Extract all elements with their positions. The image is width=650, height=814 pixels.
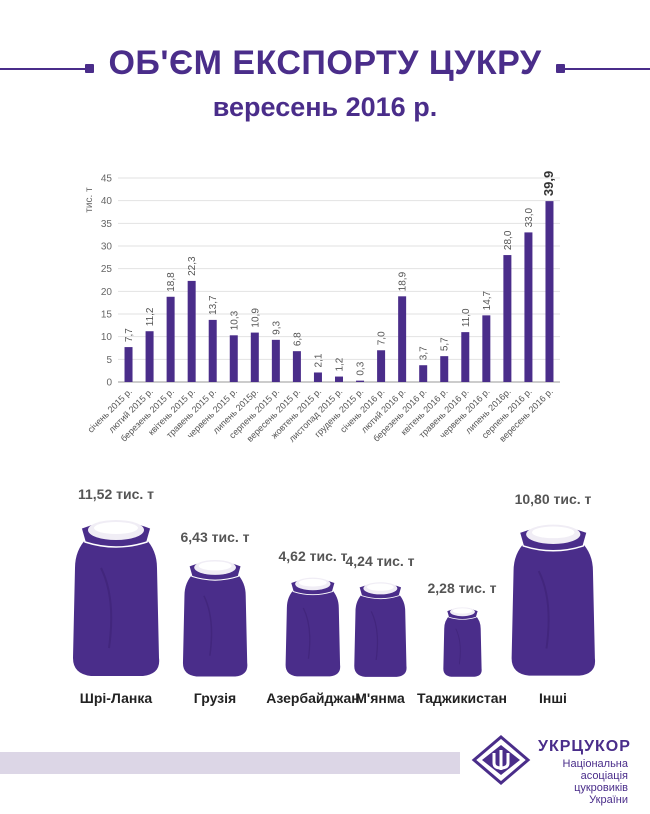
bar — [250, 332, 259, 382]
y-tick-label: 20 — [101, 287, 113, 298]
value-label: 11,2 — [145, 307, 156, 326]
sugar-bag-5 — [438, 602, 487, 678]
country-label: Шрі-Ланка — [79, 690, 153, 706]
sugar-bag-4 — [347, 575, 414, 678]
value-label: 7,7 — [124, 328, 135, 342]
export-amount-label: 11,52 тис. т — [77, 486, 155, 502]
value-label: 39,9 — [541, 171, 556, 196]
bar — [229, 335, 238, 382]
y-axis-label: тис. т — [84, 187, 95, 213]
org-description: Національна асоціація цукровиків України — [530, 758, 628, 806]
export-amount-label: 4,62 тис. т — [278, 548, 348, 565]
bar — [461, 332, 470, 382]
y-tick-label: 15 — [101, 310, 113, 321]
ukrtsukor-logo-icon — [471, 735, 531, 785]
sugar-bag-icon — [73, 520, 160, 676]
country-label: Інші — [539, 690, 567, 706]
sugar-bag-icon — [511, 525, 595, 677]
page-title: ОБ'ЄМ ЕКСПОРТУ ЦУКРУ — [108, 44, 542, 82]
bar — [377, 350, 386, 382]
value-label: 13,7 — [208, 295, 219, 315]
org-desc-line-1: Національна — [562, 758, 628, 770]
sugar-bag-1 — [61, 508, 171, 678]
country-label: Грузія — [193, 690, 237, 706]
header-dot-right — [556, 64, 565, 73]
sugar-bag-icon — [182, 559, 248, 677]
sugar-bag-icon — [442, 607, 482, 678]
y-tick-label: 30 — [101, 242, 113, 253]
value-label: 5,7 — [440, 337, 451, 351]
y-tick-label: 10 — [101, 332, 113, 343]
bar — [187, 280, 196, 382]
org-name: УКРЦУКОР — [538, 738, 631, 755]
value-label: 10,9 — [250, 308, 261, 328]
export-amount-label: 10,80 тис. т — [514, 491, 592, 508]
bar — [524, 232, 533, 382]
y-tick-label: 0 — [106, 378, 112, 389]
page-subtitle: вересень 2016 р. — [212, 92, 438, 122]
y-tick-label: 5 — [106, 355, 112, 366]
country-label: М'янма — [355, 690, 405, 706]
bar — [124, 347, 133, 382]
sugar-bag-2 — [174, 551, 256, 678]
value-label: 9,3 — [271, 321, 282, 335]
country-label: Азербайджан — [266, 690, 360, 706]
y-tick-label: 35 — [101, 219, 113, 230]
value-label: 10,3 — [229, 310, 240, 330]
value-label: 7,0 — [377, 331, 388, 345]
header-dot-left — [85, 64, 94, 73]
sugar-bag-icon — [285, 577, 341, 677]
bar — [208, 319, 217, 382]
bar — [440, 356, 449, 382]
org-desc-line-2: асоціація цукровиків — [574, 770, 628, 794]
export-amount-label: 2,28 тис. т — [427, 580, 497, 597]
export-amount-label: 6,43 тис. т — [180, 528, 250, 545]
bar — [503, 255, 512, 382]
bar — [292, 351, 301, 382]
header-line-right — [565, 68, 650, 70]
value-label: 33,0 — [524, 207, 535, 227]
y-tick-label: 40 — [101, 196, 113, 207]
bar — [545, 201, 554, 382]
value-label: 6,8 — [292, 332, 303, 346]
value-label: 18,8 — [166, 272, 177, 292]
value-label: 22,3 — [187, 256, 198, 276]
value-label: 28,0 — [503, 230, 514, 250]
footer-band — [0, 752, 460, 774]
bar — [313, 372, 322, 382]
bar — [166, 296, 175, 382]
header-line-left — [0, 68, 85, 70]
bar — [271, 339, 280, 382]
sugar-bag-6 — [500, 513, 607, 678]
value-label: 0,3 — [356, 361, 367, 375]
value-label: 3,7 — [419, 346, 430, 360]
bar — [356, 380, 365, 382]
value-label: 14,7 — [482, 290, 493, 310]
org-desc-line-3: України — [589, 794, 628, 806]
bar — [398, 296, 407, 382]
sugar-bag-icon — [353, 582, 407, 677]
bar — [482, 315, 491, 382]
sugar-bag-3 — [278, 570, 348, 678]
value-label: 2,1 — [313, 353, 324, 367]
value-label: 1,2 — [335, 357, 346, 371]
export-amount-label: 4,24 тис. т — [345, 552, 415, 569]
value-label: 18,9 — [398, 271, 409, 291]
y-tick-label: 45 — [101, 174, 113, 185]
y-tick-label: 25 — [101, 264, 113, 275]
bar — [145, 331, 154, 382]
value-label: 11,0 — [461, 308, 472, 327]
bar — [335, 376, 343, 382]
bar — [419, 365, 428, 382]
country-label: Таджикистан — [417, 690, 507, 706]
